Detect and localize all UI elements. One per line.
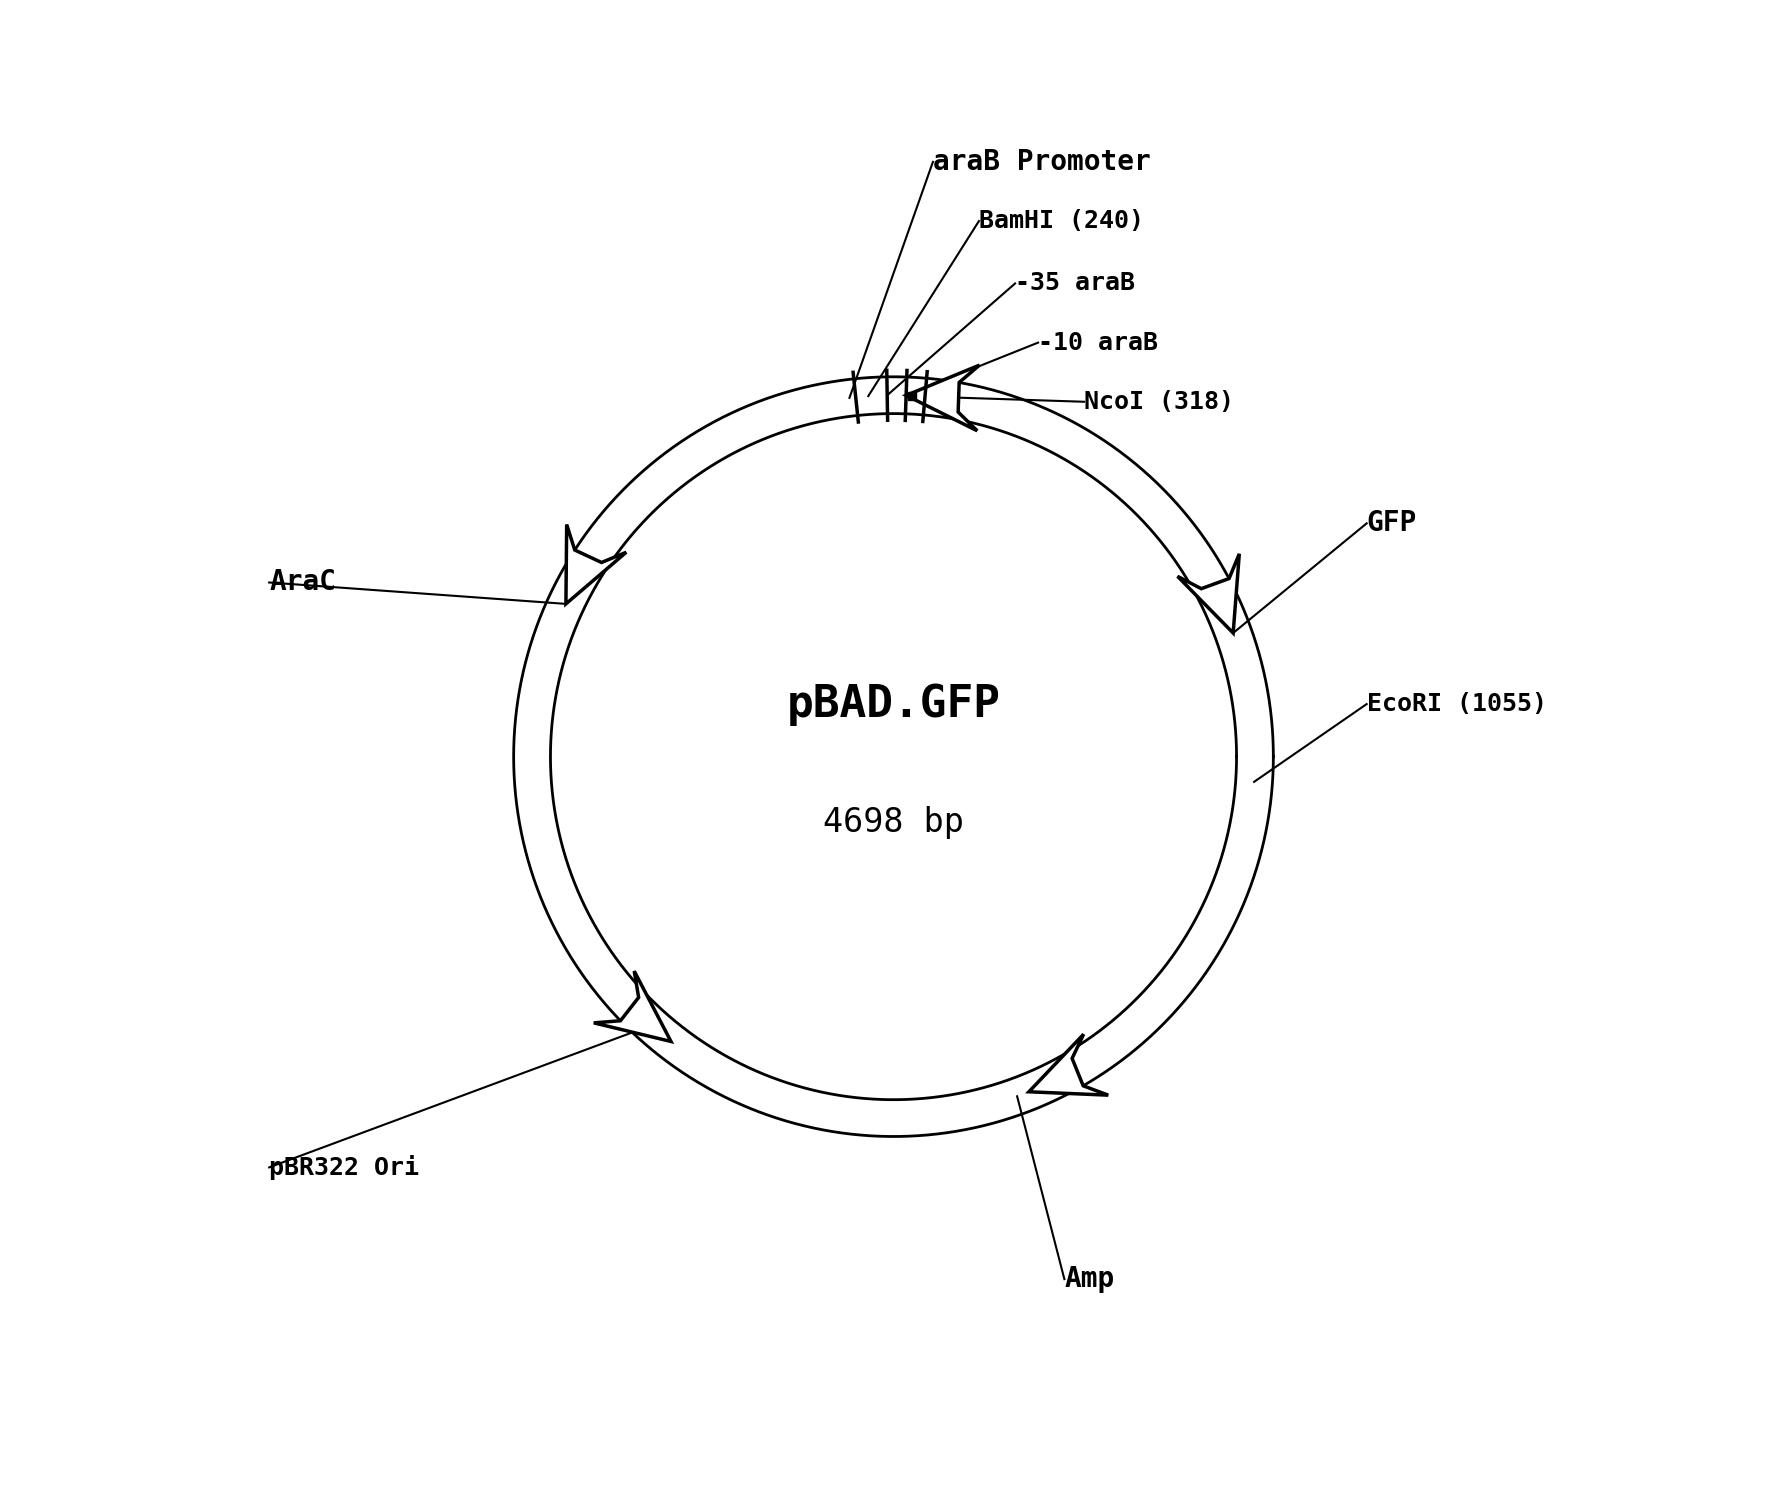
- Text: -10 araB: -10 araB: [1038, 330, 1158, 354]
- Text: araB Promoter: araB Promoter: [933, 147, 1151, 175]
- Text: pBAD.GFP: pBAD.GFP: [786, 683, 1001, 726]
- Text: 4698 bp: 4698 bp: [824, 806, 963, 839]
- Polygon shape: [593, 971, 670, 1041]
- Polygon shape: [1029, 1035, 1108, 1094]
- Polygon shape: [566, 525, 625, 604]
- Text: BamHI (240): BamHI (240): [979, 210, 1144, 233]
- Text: AraC: AraC: [270, 568, 336, 596]
- Text: EcoRI (1055): EcoRI (1055): [1367, 691, 1548, 717]
- Text: Amp: Amp: [1065, 1265, 1115, 1294]
- Polygon shape: [906, 366, 979, 431]
- Text: NcoI (318): NcoI (318): [1085, 390, 1235, 413]
- Polygon shape: [1178, 553, 1240, 633]
- Text: pBR322 Ori: pBR322 Ori: [270, 1155, 420, 1179]
- Text: GFP: GFP: [1367, 510, 1417, 537]
- Text: -35 araB: -35 araB: [1015, 272, 1135, 296]
